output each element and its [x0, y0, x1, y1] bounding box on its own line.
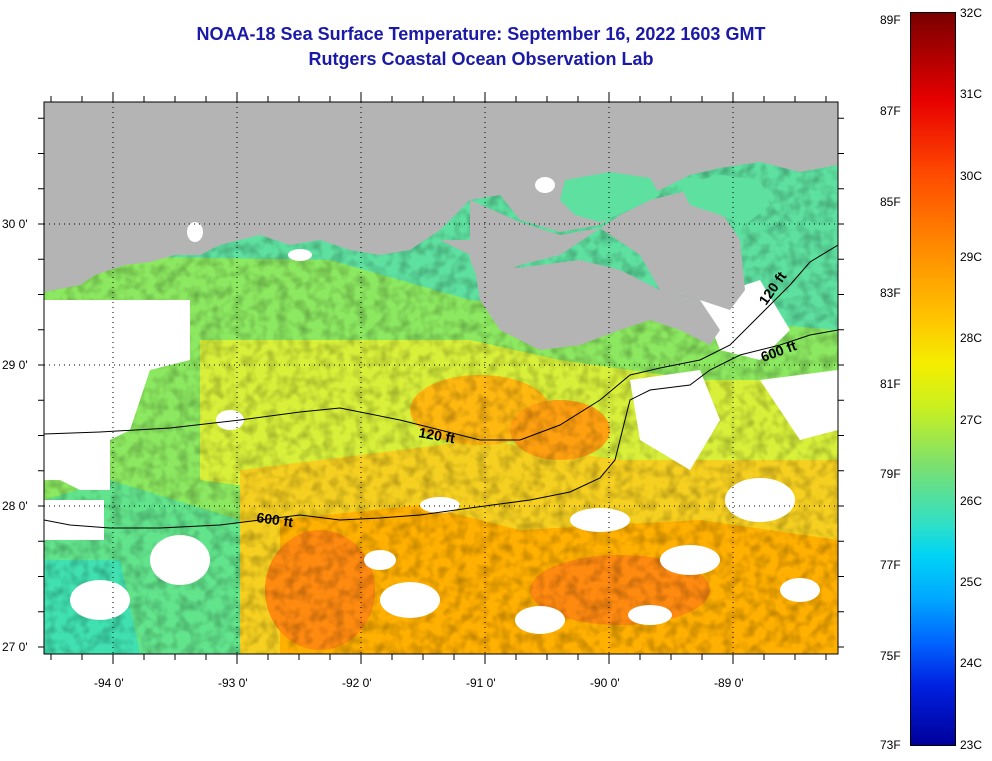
lon-label-92: -92 0': [342, 676, 372, 690]
colorbar-f-73: 73F: [880, 738, 901, 752]
map-subtitle: Rutgers Coastal Ocean Observation Lab: [308, 49, 654, 69]
colorbar-c-23: 23C: [960, 738, 983, 752]
map-title: NOAA-18 Sea Surface Temperature: Septemb…: [196, 24, 766, 44]
contour-600ft: [44, 329, 838, 529]
colorbar-f-83: 83F: [880, 286, 901, 300]
depth-contours: [44, 244, 838, 529]
colorbar-c-26: 26C: [960, 494, 983, 508]
graticule: [44, 102, 838, 654]
lon-label-93: -93 0': [218, 676, 248, 690]
colorbar-c-28: 28C: [960, 331, 983, 345]
colorbar-c-32: 32C: [960, 6, 983, 20]
colorbar-f-87: 87F: [880, 104, 901, 118]
lat-label-27: 27 0': [2, 640, 28, 654]
colorbar-c-24: 24C: [960, 656, 983, 670]
colorbar-c-30: 30C: [960, 169, 983, 183]
contour-120ft: [44, 244, 838, 441]
cloud-mask: [44, 280, 838, 634]
colorbar-c-27: 27C: [960, 413, 983, 427]
lon-label-91: -91 0': [466, 676, 496, 690]
colorbar-c-29: 29C: [960, 250, 983, 264]
lat-label-28: 28 0': [2, 499, 28, 513]
sst-field: [44, 102, 838, 654]
colorbar-c-25: 25C: [960, 575, 983, 589]
lon-label-94: -94 0': [94, 676, 124, 690]
temperature-colorbar: [910, 12, 956, 746]
colorbar-f-75: 75F: [880, 649, 901, 663]
colorbar-f-79: 79F: [880, 467, 901, 481]
lat-label-29: 29 0': [2, 358, 28, 372]
land-mass: [44, 102, 838, 292]
lon-label-90: -90 0': [590, 676, 620, 690]
colorbar-f-77: 77F: [880, 558, 901, 572]
colorbar-f-85: 85F: [880, 195, 901, 209]
axis-ticks: [38, 92, 844, 664]
lat-label-30: 30 0': [2, 217, 28, 231]
contour-label-600-west: 600 ft: [256, 509, 295, 530]
map-frame: [43, 101, 839, 655]
lon-label-89: -89 0': [714, 676, 744, 690]
colorbar-c-31: 31C: [960, 87, 983, 101]
colorbar-f-89: 89F: [880, 13, 901, 27]
colorbar-f-81: 81F: [880, 377, 901, 391]
contour-label-120-west: 120 ft: [417, 424, 456, 446]
